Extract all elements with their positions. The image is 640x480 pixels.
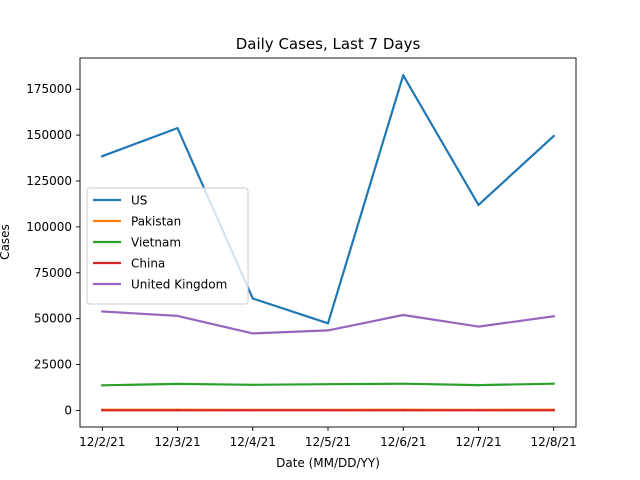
- data-point-us: [326, 322, 330, 325]
- data-point-united-kingdom: [477, 325, 480, 328]
- y-tick-label: 175000: [26, 82, 72, 96]
- y-axis-label: Cases: [0, 224, 12, 260]
- legend-label: United Kingdom: [131, 278, 227, 292]
- data-point-us: [402, 74, 405, 77]
- data-point-vietnam: [477, 384, 480, 387]
- y-tick-label: 75000: [34, 266, 72, 280]
- x-tick-label: 12/7/21: [455, 435, 501, 449]
- data-point-us: [552, 134, 555, 138]
- data-point-vietnam: [552, 382, 555, 385]
- y-tick-label: 150000: [26, 128, 72, 142]
- legend-label: Pakistan: [131, 215, 181, 229]
- data-point-china: [402, 409, 405, 412]
- data-point-china: [251, 409, 254, 412]
- legend-box: [86, 187, 249, 305]
- y-tick-label: 100000: [26, 220, 72, 234]
- y-tick-label: 125000: [26, 174, 72, 188]
- data-point-us: [477, 203, 480, 206]
- y-tick-label: 0: [64, 403, 72, 417]
- x-tick-label: 12/5/21: [305, 435, 351, 449]
- x-tick-label: 12/6/21: [380, 435, 426, 449]
- data-point-united-kingdom: [251, 332, 254, 335]
- data-point-vietnam: [326, 383, 330, 386]
- data-point-united-kingdom: [402, 313, 405, 317]
- data-point-vietnam: [101, 384, 104, 387]
- x-axis-ticks: 12/2/21 12/3/21 12/4/21 12/5/21 12/6/21 12/7/…: [79, 427, 577, 449]
- plot-area-frame: [79, 57, 577, 428]
- data-point-united-kingdom: [101, 310, 104, 313]
- chart-title: Daily Cases, Last 7 Days: [236, 35, 421, 53]
- data-point-china: [477, 409, 480, 412]
- y-tick-label: 25000: [34, 358, 72, 372]
- x-tick-label: 12/4/21: [230, 435, 276, 449]
- legend: US Pakistan Vietnam China United Kingdom: [86, 187, 249, 305]
- x-tick-label: 12/2/21: [79, 435, 125, 449]
- x-axis-label: Date (MM/DD/YY): [276, 456, 380, 470]
- x-tick-label: 12/3/21: [154, 435, 200, 449]
- data-point-china: [101, 409, 104, 412]
- data-point-united-kingdom: [176, 314, 179, 318]
- data-point-us: [251, 297, 254, 300]
- x-tick-label: 12/8/21: [531, 435, 577, 449]
- data-point-china: [176, 409, 179, 412]
- data-point-us: [101, 155, 104, 158]
- legend-label: Vietnam: [131, 236, 181, 250]
- legend-label: China: [131, 257, 165, 271]
- series-lines: [100, 74, 556, 412]
- data-point-united-kingdom: [326, 329, 330, 332]
- y-axis-ticks: 0 25000 50000 75000 100000 125000 150000 175000: [26, 82, 80, 417]
- data-point-united-kingdom: [552, 315, 555, 318]
- legend-label: US: [131, 194, 147, 208]
- data-point-vietnam: [402, 382, 405, 385]
- data-point-china: [552, 409, 555, 412]
- y-tick-label: 50000: [34, 312, 72, 326]
- data-point-china: [326, 409, 330, 412]
- data-point-vietnam: [176, 382, 179, 385]
- data-point-us: [176, 127, 179, 130]
- data-point-vietnam: [251, 383, 254, 386]
